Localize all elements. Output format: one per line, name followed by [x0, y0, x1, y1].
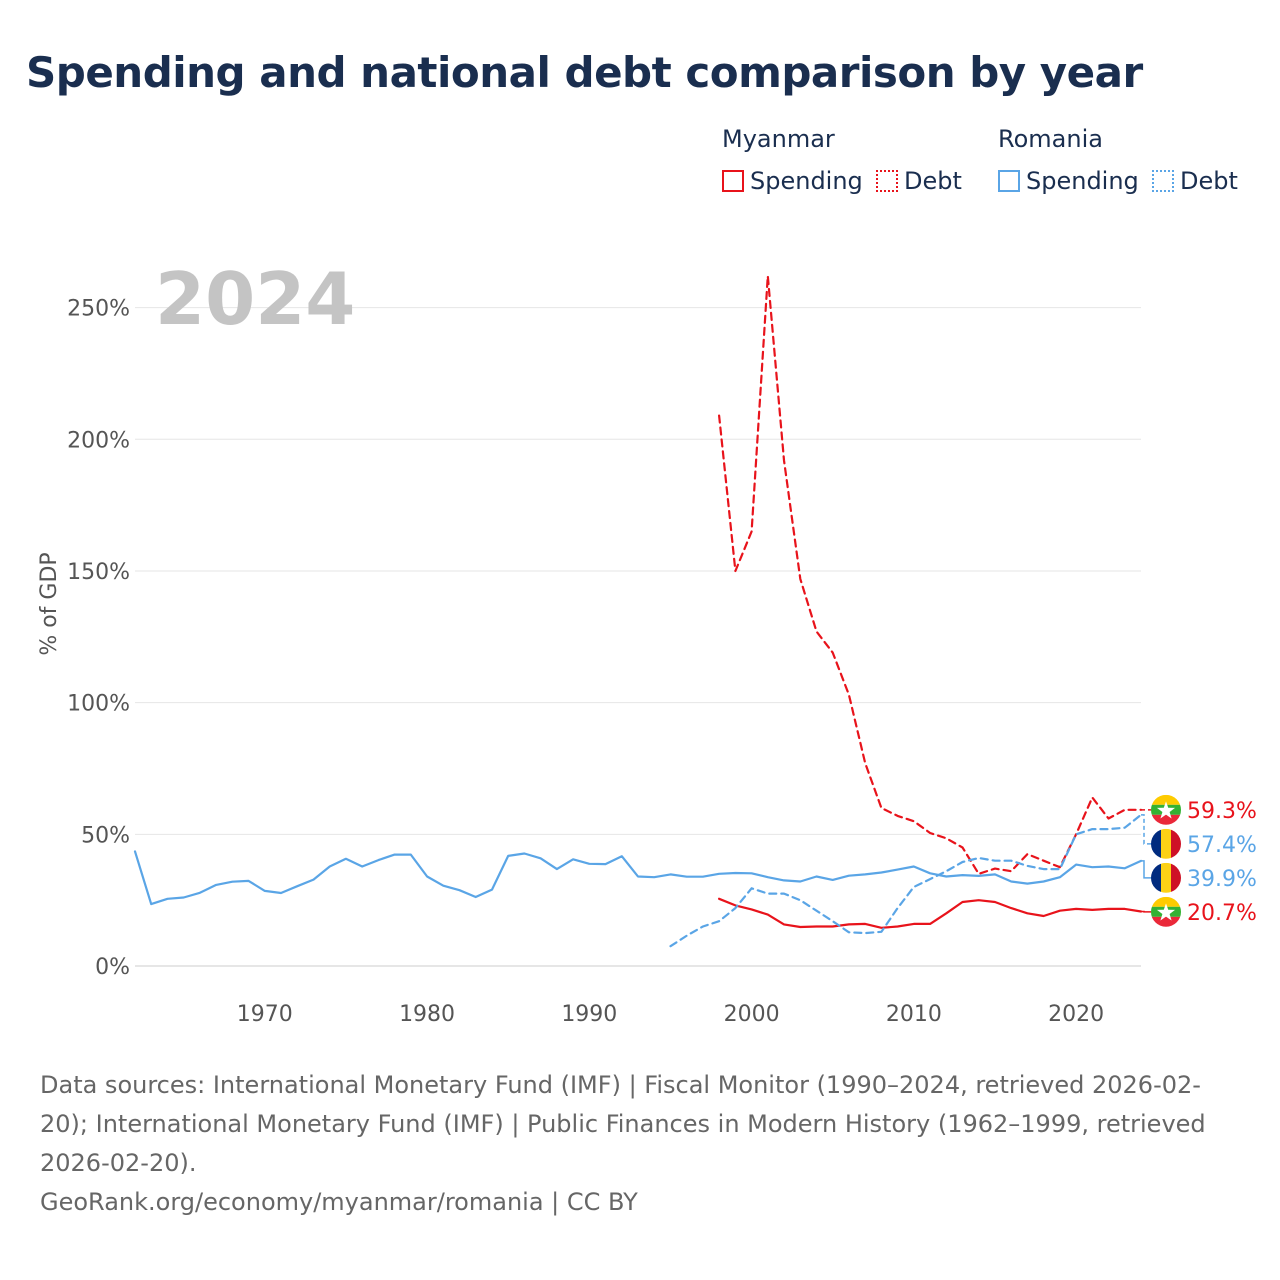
legend-item-label: Spending — [750, 167, 863, 195]
legend-swatch-solid — [722, 170, 744, 192]
legend-group-myanmar: Myanmar Spending Debt — [722, 125, 982, 205]
end-labels: 59.3% 57.4% 39.9% 20.7% — [1141, 794, 1257, 927]
romania-flag-icon — [1151, 862, 1181, 893]
legend-item-romania-debt[interactable]: Debt — [1152, 167, 1238, 195]
end-label-connector — [1141, 814, 1151, 845]
y-tick-label: 0% — [95, 955, 130, 980]
end-value-label: 59.3% — [1187, 799, 1257, 824]
footer: Data sources: International Monetary Fun… — [40, 1066, 1240, 1222]
x-tick-label: 1970 — [237, 1002, 293, 1027]
year-label: 2024 — [155, 257, 355, 341]
series-line-romania-spending[interactable] — [133, 850, 1143, 906]
romania-flag-icon — [1151, 828, 1181, 859]
legend-item-label: Debt — [904, 167, 962, 195]
end-value-label: 39.9% — [1187, 867, 1257, 892]
legend-group-label: Romania — [998, 125, 1103, 153]
x-tick-label: 2020 — [1048, 1002, 1104, 1027]
myanmar-flag-icon — [1151, 896, 1181, 927]
y-axis-label: % of GDP — [37, 552, 62, 655]
credit-link[interactable]: GeoRank.org/economy/myanmar/romania | CC… — [40, 1188, 638, 1216]
series-line-romania-debt[interactable] — [669, 813, 1143, 948]
y-axis-ticks: 0% 50% 100% 150% 200% 250% — [67, 297, 130, 980]
data-sources: Data sources: International Monetary Fun… — [40, 1071, 1206, 1177]
legend-item-label: Spending — [1026, 167, 1139, 195]
series-group — [133, 274, 1143, 948]
x-tick-label: 2010 — [886, 1002, 942, 1027]
legend-swatch-dotted — [1152, 170, 1174, 192]
legend-group-label: Myanmar — [722, 125, 835, 153]
x-tick-label: 1980 — [399, 1002, 455, 1027]
end-value-label: 57.4% — [1187, 833, 1257, 858]
y-tick-label: 100% — [67, 692, 130, 717]
y-tick-label: 150% — [67, 560, 130, 585]
legend-item-label: Debt — [1180, 167, 1238, 195]
series-line-myanmar-spending[interactable] — [717, 897, 1143, 929]
end-label-connector — [1141, 860, 1151, 879]
gridlines — [135, 307, 1141, 967]
y-tick-label: 200% — [67, 428, 130, 453]
legend-item-myanmar-debt[interactable]: Debt — [876, 167, 962, 195]
legend-item-romania-spending[interactable]: Spending — [998, 167, 1139, 195]
legend-group-romania: Romania Spending Debt — [998, 125, 1258, 205]
end-value-label: 20.7% — [1187, 901, 1257, 926]
x-axis-ticks: 1970 1980 1990 2000 2010 2020 — [237, 1002, 1104, 1027]
y-tick-label: 250% — [67, 297, 130, 322]
line-chart: 0% 50% 100% 150% 200% 250% 1970 1980 1990 2000 20… — [37, 257, 1257, 1027]
x-tick-label: 2000 — [724, 1002, 780, 1027]
y-tick-label: 50% — [81, 823, 130, 848]
myanmar-flag-icon — [1151, 794, 1181, 825]
legend-item-myanmar-spending[interactable]: Spending — [722, 167, 863, 195]
x-tick-label: 1990 — [561, 1002, 617, 1027]
legend-swatch-solid — [998, 170, 1020, 192]
chart-title: Spending and national debt comparison by… — [26, 48, 1143, 97]
series-line-myanmar-debt[interactable] — [717, 274, 1143, 875]
legend-swatch-dotted — [876, 170, 898, 192]
